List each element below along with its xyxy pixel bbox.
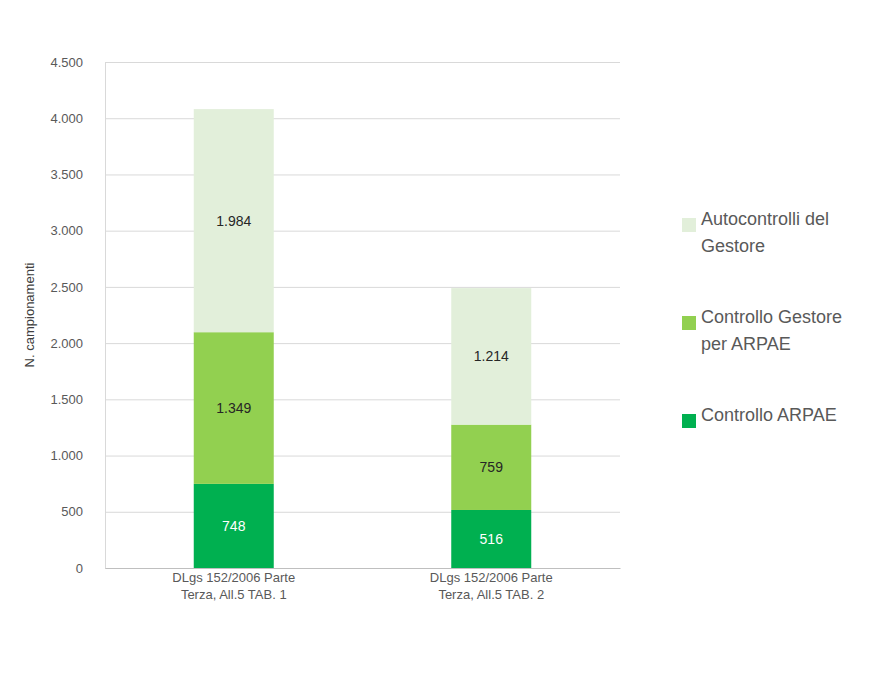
y-axis-title: N. campionamenti — [22, 263, 37, 368]
y-tick: 1.000 — [50, 448, 620, 463]
y-tick: 2.000 — [50, 336, 620, 351]
x-tick: DLgs 152/2006 ParteTerza, All.5 TAB. 1 — [172, 570, 295, 602]
legend-label: Controllo ARPAE — [701, 405, 837, 425]
data-label: 748 — [222, 518, 246, 534]
y-tick-label: 1.000 — [50, 448, 83, 463]
data-label: 516 — [480, 531, 504, 547]
chart: 0 500 1.000 1.500 2.000 2.500 3.000 3.500 4.000 4… — [0, 0, 882, 682]
legend-label: Controllo Gestoreper ARPAE — [701, 307, 842, 354]
data-label: 1.349 — [216, 400, 251, 416]
grid-line — [105, 568, 620, 569]
grid-line — [105, 456, 620, 457]
x-axis: DLgs 152/2006 ParteTerza, All.5 TAB. 1 DL… — [106, 569, 621, 603]
grid-line — [105, 62, 620, 63]
grid-line — [105, 343, 620, 344]
y-tick-label: 3.000 — [50, 223, 83, 238]
grid-line — [105, 287, 620, 288]
y-tick: 4.000 — [50, 111, 620, 126]
x-axis-line — [106, 568, 621, 569]
bar-segment — [451, 425, 531, 510]
bar-segment — [194, 109, 274, 332]
legend: Autocontrolli delGestore Controllo Gestor… — [682, 209, 842, 428]
x-tick-label: DLgs 152/2006 ParteTerza, All.5 TAB. 2 — [430, 570, 553, 602]
y-tick-label: 4.500 — [50, 55, 83, 70]
bar-segment — [194, 484, 274, 568]
bar-segment — [194, 332, 274, 484]
y-tick: 3.500 — [50, 167, 620, 182]
grid-line — [105, 399, 620, 400]
data-label: 1.984 — [216, 213, 251, 229]
grid-line — [105, 118, 620, 119]
legend-swatch — [682, 218, 696, 232]
legend-label: Autocontrolli delGestore — [701, 209, 829, 256]
y-tick: 2.500 — [50, 280, 620, 295]
bars — [194, 109, 532, 568]
y-tick-label: 500 — [61, 504, 83, 519]
y-tick: 1.500 — [50, 392, 620, 407]
y-tick-label: 0 — [76, 561, 83, 576]
data-label: 1.214 — [474, 348, 509, 364]
y-tick: 3.000 — [50, 223, 620, 238]
data-label: 759 — [480, 459, 504, 475]
data-labels: 748 516 1.349 759 1.984 1.214 — [216, 213, 509, 547]
bar-segment — [451, 288, 531, 425]
x-tick-label: DLgs 152/2006 ParteTerza, All.5 TAB. 1 — [172, 570, 295, 602]
y-tick-label: 3.500 — [50, 167, 83, 182]
y-tick-label: 1.500 — [50, 392, 83, 407]
x-tick: DLgs 152/2006 ParteTerza, All.5 TAB. 2 — [430, 570, 553, 602]
y-tick-label: 2.500 — [50, 280, 83, 295]
y-axis-line — [105, 63, 106, 569]
y-tick-label: 2.000 — [50, 336, 83, 351]
legend-swatch — [682, 414, 696, 428]
y-axis: 0 500 1.000 1.500 2.000 2.500 3.000 3.500 4.000 4… — [50, 55, 620, 576]
grid-line — [105, 174, 620, 175]
grid-line — [105, 231, 620, 232]
y-tick: 500 — [61, 504, 620, 519]
y-tick: 4.500 — [50, 55, 620, 70]
bar-segment — [451, 510, 531, 568]
grid-line — [105, 512, 620, 513]
legend-swatch — [682, 316, 696, 330]
y-tick-label: 4.000 — [50, 111, 83, 126]
